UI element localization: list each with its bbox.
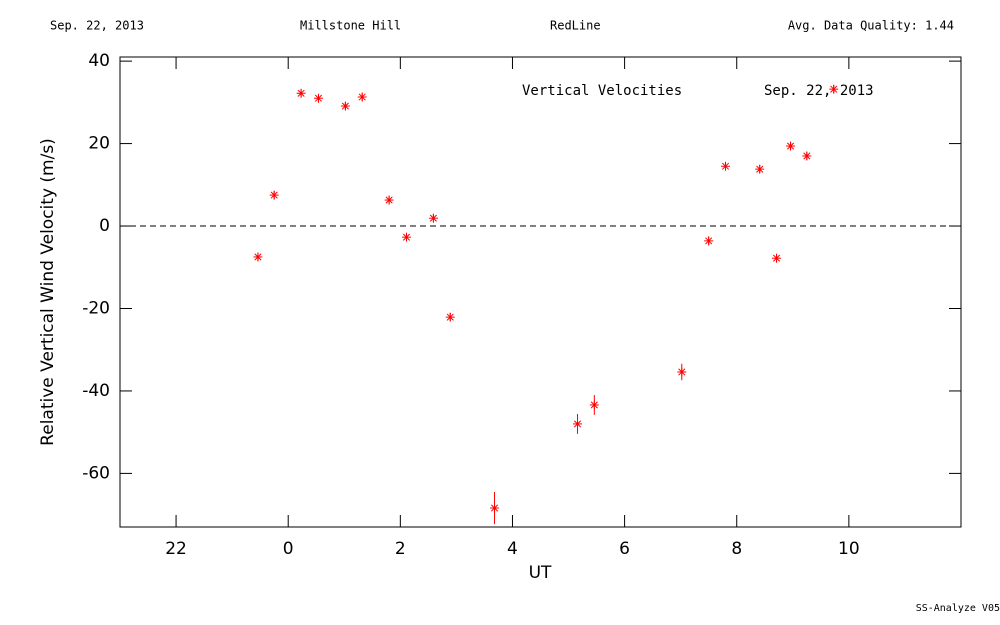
marker-stroke [402, 233, 411, 241]
x-tick-label: 8 [731, 539, 742, 559]
y-tick-label: -60 [82, 463, 110, 483]
data-point [490, 503, 500, 513]
footer: SS-Analyze V05 [916, 603, 1000, 614]
data-point [428, 213, 438, 223]
data-point [357, 92, 367, 102]
x-axis-label: UT [529, 563, 552, 583]
marker-stroke [721, 162, 730, 170]
x-tick-label: 22 [165, 539, 187, 559]
header-date: Sep. 22, 2013 [50, 19, 144, 33]
header-site: Millstone Hill [300, 19, 401, 33]
marker-stroke [254, 253, 262, 261]
data-point [829, 84, 839, 94]
data-point [704, 236, 714, 246]
data-point [384, 195, 394, 205]
x-tick-label: 2 [395, 539, 406, 559]
data-point [269, 190, 279, 200]
header-quality: Avg. Data Quality: 1.44 [788, 19, 954, 33]
data-point [802, 151, 812, 161]
data-point [573, 419, 583, 429]
marker-stroke [573, 420, 582, 428]
marker-stroke [314, 94, 323, 102]
marker-stroke [787, 142, 795, 150]
y-tick-label: -40 [82, 381, 110, 401]
x-tick-label: 6 [619, 539, 630, 559]
marker-stroke [341, 102, 349, 110]
data-point [445, 312, 455, 322]
y-tick-label: 0 [99, 216, 110, 236]
annotation: Vertical Velocities [522, 83, 682, 99]
data-point [721, 161, 731, 171]
marker-stroke [385, 196, 393, 204]
marker-stroke [772, 254, 781, 262]
y-axis-label: Relative Vertical Wind Velocity (m/s) [38, 138, 58, 446]
data-point [313, 93, 323, 103]
x-tick-label: 4 [507, 539, 518, 559]
marker-stroke [705, 237, 713, 245]
data-point [253, 252, 263, 262]
data-point [589, 400, 599, 410]
annotation: Sep. 22, 2013 [764, 83, 874, 99]
data-point [755, 164, 765, 174]
data-point [786, 141, 796, 151]
header-line: RedLine [550, 19, 601, 33]
data-point [772, 253, 782, 263]
x-tick-label: 0 [283, 539, 294, 559]
data-point [340, 101, 350, 111]
y-tick-label: 40 [88, 51, 110, 71]
data-point [296, 88, 306, 98]
y-tick-label: 20 [88, 134, 110, 154]
marker-stroke [358, 93, 366, 101]
data-point [677, 367, 687, 377]
y-tick-label: -20 [82, 298, 110, 318]
marker-stroke [590, 401, 598, 409]
marker-stroke [803, 152, 811, 160]
marker-stroke [297, 89, 305, 97]
marker-stroke [678, 368, 686, 376]
marker-stroke [756, 165, 764, 173]
marker-stroke [830, 85, 838, 93]
marker-stroke [429, 214, 437, 222]
plot-frame [119, 56, 962, 528]
x-tick-label: 10 [838, 539, 860, 559]
marker-stroke [270, 191, 278, 199]
data-point [402, 232, 412, 242]
marker-stroke [446, 313, 454, 321]
marker-stroke [490, 504, 499, 512]
